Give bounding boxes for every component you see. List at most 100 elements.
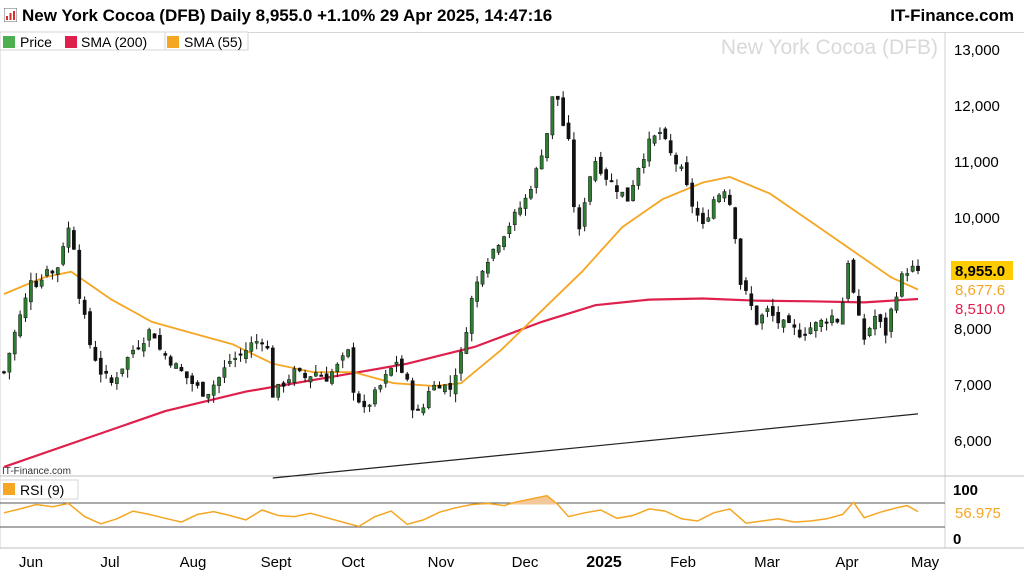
price-tick-label: 11,000 (954, 154, 999, 171)
sma200-tag: 8,510.0 (955, 301, 1005, 318)
price-candle (378, 384, 383, 393)
price-candle (297, 367, 302, 373)
price-axis: 13,000 12,000 11,000 10,000 8,000 7,000 … (954, 42, 1000, 450)
price-candle (195, 380, 200, 389)
legend-sma200-label: SMA (200) (81, 34, 147, 50)
price-candle (534, 166, 539, 194)
price-candle (152, 333, 157, 339)
rsi-axis-top: 100 (953, 482, 978, 499)
price-candle (518, 201, 522, 217)
price-candle (529, 185, 533, 200)
price-swatch-icon (3, 36, 15, 48)
price-candle (609, 173, 614, 183)
price-candle (249, 336, 254, 358)
price-candle (502, 235, 506, 251)
price-candle (615, 179, 619, 200)
price-candle (797, 323, 802, 339)
rsi-overbought-fill (509, 495, 556, 505)
price-candle (66, 221, 71, 253)
x-tick-label: Nov (428, 554, 455, 571)
sma55-layer (3, 175, 919, 387)
price-candle (190, 372, 195, 392)
price-candle (335, 362, 340, 378)
title-bar: New York Cocoa (DFB) Daily 8,955.0 +1.10… (0, 0, 1024, 33)
price-candle (765, 305, 770, 318)
price-candle (2, 370, 6, 375)
price-candle (448, 375, 453, 397)
price-candle (443, 384, 447, 395)
price-candle (400, 355, 404, 374)
price-candle (857, 289, 861, 316)
chart-legend-2: SMA (55) (164, 31, 249, 51)
price-candle (179, 363, 184, 372)
chart-watermark: New York Cocoa (DFB) (721, 36, 938, 59)
price-candle (722, 189, 727, 203)
price-candle (389, 367, 393, 377)
price-candle (523, 194, 528, 216)
price-candle (174, 362, 178, 369)
price-candle (217, 376, 221, 394)
price-candle (684, 156, 689, 187)
price-candle (674, 152, 678, 172)
price-candle (421, 403, 426, 416)
sma55-swatch-icon (167, 36, 179, 48)
price-candle (486, 258, 490, 278)
price-candle (244, 342, 248, 364)
price-candle (867, 326, 872, 338)
sma55-value: 8,677.6 (955, 282, 1005, 299)
price-candle (265, 340, 270, 350)
price-candle (641, 153, 646, 174)
candles-layer (2, 91, 920, 419)
price-candle (45, 265, 49, 278)
price-candle (701, 207, 705, 229)
price-candle (330, 368, 334, 386)
price-candle (582, 197, 587, 232)
price-candle (292, 365, 297, 386)
price-candle (910, 260, 915, 273)
sma55-tag: 8,677.6 (951, 281, 1013, 299)
price-candle (115, 371, 119, 390)
price-candle (631, 180, 635, 202)
price-candle (88, 307, 92, 349)
price-candle (383, 369, 388, 388)
price-candle (706, 209, 711, 223)
price-candle (356, 391, 361, 404)
price-candle (727, 189, 732, 207)
price-candle (270, 345, 275, 398)
price-candle (776, 306, 781, 329)
price-candle (260, 338, 264, 352)
price-candle (749, 286, 754, 311)
price-candle (652, 134, 657, 147)
price-candle (475, 276, 479, 308)
price-candle (308, 376, 313, 389)
price-candle (760, 313, 764, 330)
x-tick-label: Feb (670, 554, 696, 571)
price-candle (405, 371, 410, 382)
price-candle (29, 272, 33, 311)
x-tick-label: Apr (835, 554, 858, 571)
brand-name: IT-Finance.com (890, 6, 1014, 25)
price-candle (846, 260, 850, 302)
sma200-value: 8,510.0 (955, 301, 1005, 318)
price-candle (61, 242, 65, 267)
price-candle (480, 270, 485, 287)
price-candle (733, 206, 738, 244)
time-axis: Jun Jul Aug Sept Oct Nov Dec 2025 Feb Ma… (19, 554, 940, 571)
price-candle (222, 360, 227, 384)
price-candle (577, 204, 582, 236)
price-candle (545, 133, 549, 162)
sma55-line (3, 175, 919, 387)
price-candle (238, 348, 243, 362)
price-tick-label: 10,000 (954, 210, 1000, 227)
price-candle (835, 318, 840, 324)
legend-price-label: Price (20, 34, 52, 50)
price-candle (873, 309, 877, 336)
price-candle (211, 380, 216, 403)
price-candle (808, 322, 813, 335)
sma200-swatch-icon (65, 36, 77, 48)
x-tick-label: Oct (341, 554, 365, 571)
chart-legend: Price SMA (200) (0, 31, 173, 51)
price-candle (104, 364, 109, 379)
price-candle (840, 297, 845, 325)
